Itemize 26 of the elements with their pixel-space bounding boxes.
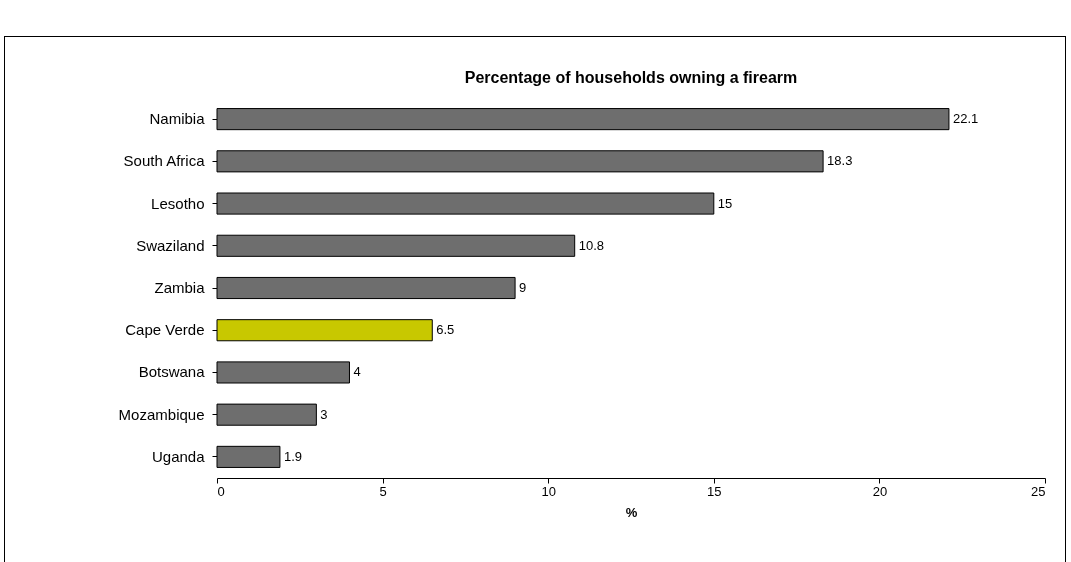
y-tick-label: Zambia	[154, 279, 206, 296]
data-label: 9	[519, 280, 527, 295]
y-tick-label: Mozambique	[118, 405, 205, 423]
data-label: 22.1	[952, 111, 979, 127]
data-label: 3	[320, 406, 328, 422]
data-label: 15	[717, 195, 733, 211]
data-label: 10.8	[578, 237, 605, 253]
x-tick-label: 20	[872, 483, 888, 499]
data-label: 6.5	[436, 322, 455, 338]
x-tick-label: 0	[217, 483, 225, 499]
x-axis-title: %	[625, 504, 638, 520]
y-tick-label: Uganda	[151, 447, 206, 465]
x-tick-label: 5	[379, 483, 387, 499]
y-tick-label: Swaziland	[136, 236, 205, 254]
chart-title: Percentage of households owning a firearm	[464, 69, 798, 86]
y-tick-label: South Africa	[123, 152, 206, 170]
y-tick-label: Botswana	[138, 363, 206, 381]
y-tick-label: Namibia	[149, 110, 206, 128]
x-tick-label: 10	[541, 483, 556, 499]
y-tick-label: Cape Verde	[125, 321, 205, 339]
x-tick-label: 15	[707, 483, 722, 499]
x-tick-label: 25	[1031, 483, 1046, 499]
data-label: 1.9	[283, 448, 303, 464]
y-tick-label: Lesotho	[151, 194, 205, 212]
data-label: 4	[353, 364, 361, 380]
data-label: 18.3	[827, 153, 853, 169]
